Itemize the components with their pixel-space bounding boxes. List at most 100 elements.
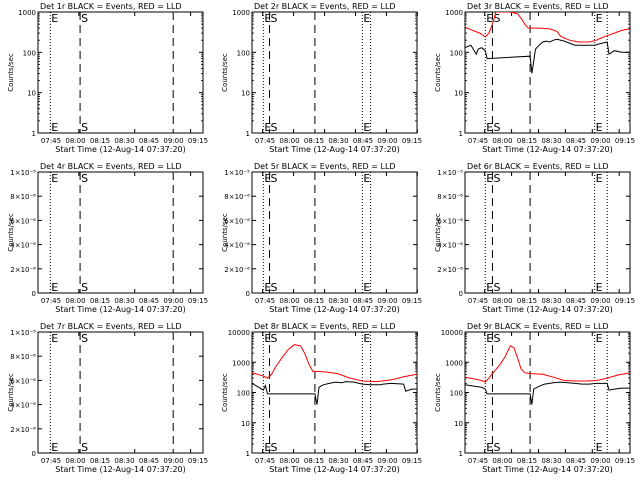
x-tick-label: 08:15 <box>304 137 324 145</box>
x-axis-label: Start Time (12-Aug-14 07:37:20) <box>482 465 613 474</box>
y-tick-label: 10 <box>241 90 250 98</box>
detector-panel-1: Det 1r BLACK = Events, RED = LLD 1 10 100 10… <box>7 2 208 154</box>
marker-label: E <box>264 172 271 185</box>
y-tick-label: 100 <box>23 49 36 57</box>
x-tick-label: 08:15 <box>90 457 110 465</box>
chart-title: Det 9r BLACK = Events, RED = LLD <box>467 322 609 331</box>
x-tick-label: 09:00 <box>377 297 397 305</box>
x-tick-label: 08:30 <box>114 297 134 305</box>
x-tick-label: 09:15 <box>615 137 635 145</box>
detector-panel-5: Det 5r BLACK = Events, RED = LLD 0 2×10⁻⁶ 4… <box>221 162 422 314</box>
x-axis-label: Start Time (12-Aug-14 07:37:20) <box>55 465 186 474</box>
marker-label: E <box>596 332 603 345</box>
y-tick-label: 2×10⁻⁶ <box>10 426 36 434</box>
y-axis-label: Counts/sec <box>7 373 15 412</box>
y-axis-label: Counts/sec <box>434 53 442 92</box>
y-axis-label: Counts/sec <box>434 213 442 252</box>
marker-label: E <box>264 12 271 25</box>
x-tick-label: 08:00 <box>492 137 512 145</box>
plot-area: E E S S <box>49 12 174 134</box>
plot-frame <box>251 331 418 454</box>
x-tick-label: 08:15 <box>304 457 324 465</box>
plot-frame <box>37 11 204 134</box>
marker-label: E <box>363 441 370 454</box>
series-line-lld <box>465 345 630 383</box>
x-tick-label: 09:00 <box>377 137 397 145</box>
marker-label: E <box>363 332 370 345</box>
y-tick-label: 4×10⁻⁶ <box>10 242 36 250</box>
x-tick-label: 08:30 <box>328 457 348 465</box>
y-axis-label: Counts/sec <box>221 53 229 92</box>
marker-label: S <box>81 121 88 134</box>
x-tick-label: 08:15 <box>517 297 537 305</box>
x-tick-label: 09:15 <box>402 457 422 465</box>
y-tick-label: 8×10⁻⁶ <box>10 193 36 201</box>
x-tick-label: 08:45 <box>139 457 159 465</box>
x-tick-label: 09:15 <box>402 297 422 305</box>
marker-label: E <box>486 441 493 454</box>
chart-title: Det 6r BLACK = Events, RED = LLD <box>467 162 609 171</box>
marker-label: S <box>493 172 500 185</box>
marker-label: S <box>81 441 88 454</box>
marker-label: E <box>486 332 493 345</box>
y-tick-label: 8×10⁻⁶ <box>224 193 250 201</box>
marker-label: S <box>81 332 88 345</box>
x-tick-label: 09:15 <box>615 297 635 305</box>
y-tick-label: 100 <box>450 390 463 398</box>
marker-label: S <box>271 12 278 25</box>
y-tick-label: 1 <box>459 130 463 138</box>
y-tick-label: 0 <box>32 290 36 298</box>
y-tick-label: 6×10⁻⁶ <box>10 377 36 385</box>
marker-label: E <box>363 281 370 294</box>
x-tick-label: 08:15 <box>90 137 110 145</box>
x-tick-label: 08:45 <box>139 297 159 305</box>
chart-title: Det 7r BLACK = Events, RED = LLD <box>40 322 182 331</box>
marker-label: S <box>81 12 88 25</box>
marker-label: E <box>486 121 493 134</box>
detector-panel-6: Det 6r BLACK = Events, RED = LLD 0 2×10⁻⁶ 4… <box>434 162 635 314</box>
chart-title: Det 4r BLACK = Events, RED = LLD <box>40 162 182 171</box>
x-tick-label: 09:00 <box>163 457 183 465</box>
y-tick-label: 2×10⁻⁶ <box>437 266 463 274</box>
marker-label: E <box>363 121 370 134</box>
x-tick-label: 08:30 <box>114 457 134 465</box>
x-tick-label: 08:00 <box>279 297 299 305</box>
y-tick-label: 1×10⁻⁵ <box>10 329 36 337</box>
plot-area: E E S S <box>49 332 174 454</box>
y-tick-label: 8×10⁻⁶ <box>437 193 463 201</box>
series-line-events <box>465 38 630 74</box>
x-axis-label: Start Time (12-Aug-14 07:37:20) <box>55 145 186 154</box>
x-tick-label: 07:45 <box>41 137 61 145</box>
series-line-events <box>252 381 417 405</box>
x-tick-label: 08:15 <box>90 297 110 305</box>
y-tick-label: 100 <box>237 390 250 398</box>
marker-label: E <box>51 281 58 294</box>
x-tick-label: 08:00 <box>279 137 299 145</box>
y-axis-label: Counts/sec <box>221 373 229 412</box>
y-tick-label: 0 <box>459 290 463 298</box>
plot-frame <box>37 331 204 454</box>
x-tick-label: 07:45 <box>41 297 61 305</box>
y-tick-label: 1×10⁻⁵ <box>224 169 250 177</box>
series-line-lld <box>252 344 417 383</box>
y-tick-label: 6×10⁻⁶ <box>224 217 250 225</box>
x-tick-label: 07:45 <box>468 297 488 305</box>
y-tick-label: 4×10⁻⁶ <box>10 402 36 410</box>
marker-label: E <box>596 281 603 294</box>
marker-label: S <box>271 121 278 134</box>
y-tick-label: 1 <box>32 130 36 138</box>
marker-label: E <box>264 121 271 134</box>
x-tick-label: 07:45 <box>468 137 488 145</box>
y-tick-label: 6×10⁻⁶ <box>10 217 36 225</box>
marker-label: E <box>264 441 271 454</box>
marker-label: E <box>596 172 603 185</box>
marker-label: E <box>596 121 603 134</box>
marker-label: E <box>486 281 493 294</box>
y-axis-label: Counts/sec <box>434 373 442 412</box>
y-tick-label: 0 <box>246 290 250 298</box>
